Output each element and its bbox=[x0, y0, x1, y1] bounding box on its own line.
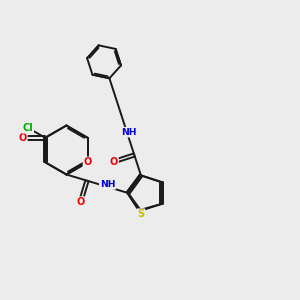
Text: O: O bbox=[19, 133, 27, 143]
Text: NH: NH bbox=[100, 180, 115, 189]
Text: S: S bbox=[137, 209, 145, 219]
Text: O: O bbox=[83, 157, 92, 167]
Text: O: O bbox=[76, 197, 85, 207]
Text: NH: NH bbox=[121, 128, 136, 136]
Text: O: O bbox=[110, 157, 118, 166]
Text: Cl: Cl bbox=[22, 123, 33, 133]
